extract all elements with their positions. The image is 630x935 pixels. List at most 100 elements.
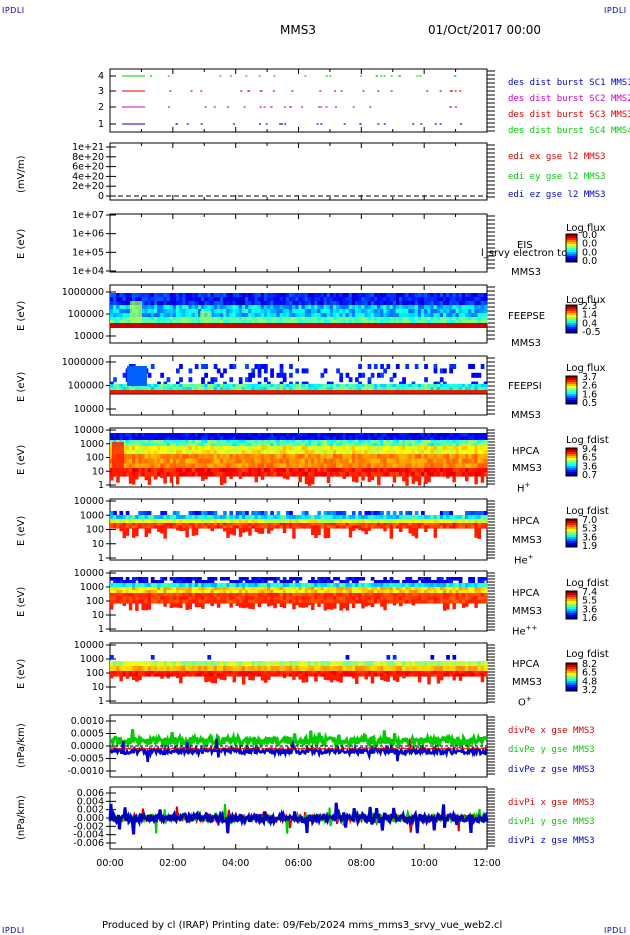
feepsi-pixel bbox=[368, 377, 372, 382]
edi-panel-frame bbox=[110, 143, 487, 200]
hpca-he-ytick-label: 10 bbox=[92, 539, 104, 550]
hpca-hepp-spike bbox=[352, 603, 355, 608]
hpca-he-ytick-label: 100 bbox=[86, 525, 104, 536]
hpca-he-spike bbox=[258, 528, 261, 534]
hpca-hepp-ytick-label: 10000 bbox=[74, 568, 104, 579]
hpca-h-spike bbox=[160, 476, 163, 478]
feepse-spectrogram bbox=[110, 293, 488, 324]
hpca-o-ytick-label: 10 bbox=[92, 682, 104, 693]
hpca-he-colorbar-label: 1.9 bbox=[582, 541, 597, 552]
hpca-he-spike bbox=[160, 528, 163, 534]
hpca-h-spike bbox=[163, 476, 166, 484]
hpca-he-spike bbox=[399, 528, 402, 532]
hpca-he-spike bbox=[478, 528, 481, 539]
hpca-h-spike bbox=[220, 476, 223, 485]
hpca-h-spike bbox=[415, 476, 418, 482]
hpca-hepp-pixel bbox=[484, 600, 488, 604]
hpca-he-pixel bbox=[352, 511, 356, 516]
hpca-he-spike bbox=[119, 528, 122, 531]
hpca-hepp-colorbar-label: 1.6 bbox=[582, 613, 597, 624]
hpca-hepp-spike bbox=[465, 603, 468, 607]
hpca-he-pixel bbox=[342, 511, 346, 516]
hpca-he-pixel bbox=[113, 511, 117, 516]
hpca-he-pixel bbox=[393, 511, 397, 516]
hpca-h-spike bbox=[229, 476, 232, 479]
eis-ytick-label: 1e+07 bbox=[72, 210, 104, 221]
hpca-he-spike bbox=[223, 528, 226, 531]
hpca-he-spike bbox=[176, 528, 179, 530]
hpca-hepp-spike bbox=[324, 603, 327, 610]
x-axis-tick-label: 10:00 bbox=[410, 858, 437, 869]
feepsi-pixel bbox=[283, 377, 287, 382]
feepsi-pixel bbox=[386, 364, 390, 369]
feepsi-pixel bbox=[223, 368, 227, 373]
hpca-hepp-spike bbox=[141, 603, 144, 610]
hpca-h-pixel bbox=[484, 454, 488, 459]
hpca-h-pixel bbox=[484, 472, 488, 477]
hpca-he-ytick-label: 1000 bbox=[80, 510, 104, 521]
hpca-he-spike bbox=[311, 528, 314, 535]
hpca-hepp-spike bbox=[474, 603, 477, 608]
hpca-hepp-spike bbox=[170, 603, 173, 608]
feepsi-pixel bbox=[305, 368, 309, 373]
feepse-colorbar: 2.31.40.4-0.5 bbox=[566, 301, 601, 338]
hpca-hepp-spike bbox=[327, 603, 330, 609]
hpca-hepp-pixel bbox=[484, 583, 488, 588]
hpca-h-spike bbox=[402, 476, 405, 481]
feepsi-pixel bbox=[471, 364, 475, 369]
hpca-hepp-spike bbox=[239, 603, 242, 608]
hpca-h-colorbar: 9.46.53.60.7 bbox=[566, 444, 597, 481]
hpca-he-spike bbox=[135, 528, 138, 536]
hpca-h-spike bbox=[427, 476, 430, 482]
feepsi-pixel bbox=[434, 364, 438, 369]
feepsi-pixel bbox=[113, 377, 117, 382]
feepsi-pixel bbox=[258, 368, 262, 373]
hpca-o-ytick-label: 100 bbox=[86, 668, 104, 679]
hpca-h-spike bbox=[170, 476, 173, 483]
feepsi-pixel bbox=[179, 377, 183, 382]
feepsi-pixel bbox=[336, 368, 340, 373]
hpca-h-spike bbox=[132, 476, 135, 485]
hpca-h-spike bbox=[261, 476, 264, 480]
hpca-hepp-spike bbox=[383, 603, 386, 610]
hpca-he-pixel bbox=[484, 526, 488, 529]
hpca-he-spike bbox=[383, 528, 386, 531]
hpca-h-spike bbox=[355, 476, 358, 483]
feepsi-red-band bbox=[110, 390, 487, 394]
hpca-he-spike bbox=[292, 528, 295, 539]
hpca-he-pixel bbox=[399, 511, 403, 516]
hpca-h-spike bbox=[176, 476, 179, 484]
hpca-h-spike bbox=[223, 476, 226, 483]
hpca-he-spike bbox=[145, 528, 148, 537]
feepsi-pixel bbox=[189, 368, 193, 373]
hpca-h-spike bbox=[145, 476, 148, 480]
feepsi-pixel bbox=[220, 373, 224, 378]
feepsi-pixel bbox=[478, 373, 482, 378]
eis-ytick-label: 1e+05 bbox=[72, 247, 104, 258]
eis-colorbar: 0.00.00.00.0 bbox=[566, 230, 597, 267]
hpca-hepp-spike bbox=[446, 603, 449, 610]
hpca-he-spike bbox=[195, 528, 198, 535]
feepsi-pixel bbox=[239, 377, 243, 382]
feepsi-pixel bbox=[195, 364, 199, 369]
hpca-he-spike bbox=[327, 528, 330, 538]
hpca-he-spike bbox=[192, 528, 195, 536]
hpca-he-spike bbox=[361, 528, 364, 531]
hpca-he-spike bbox=[132, 528, 135, 538]
hpca-h-pixel bbox=[484, 450, 488, 455]
hpca-he-pixel bbox=[245, 511, 249, 516]
hpca-h-spike bbox=[308, 476, 311, 486]
hpca-he-spike bbox=[364, 528, 367, 534]
hpca-hepp-ytick-label: 100 bbox=[86, 596, 104, 607]
hpca-he-pixel bbox=[317, 511, 321, 516]
burst-ytick-label: 4 bbox=[98, 71, 104, 82]
feepse-pixel bbox=[484, 309, 488, 314]
hpca-hepp-spike bbox=[380, 603, 383, 607]
hpca-he-spike bbox=[255, 528, 258, 532]
feepsi-pixel bbox=[380, 364, 384, 369]
hpca-hepp-spike bbox=[248, 603, 251, 609]
feepsi-pixel bbox=[248, 377, 252, 382]
feepsi-pixel bbox=[339, 377, 343, 382]
feepsi-ytick-label: 10000 bbox=[74, 404, 104, 415]
hpca-he-spike bbox=[412, 528, 415, 536]
